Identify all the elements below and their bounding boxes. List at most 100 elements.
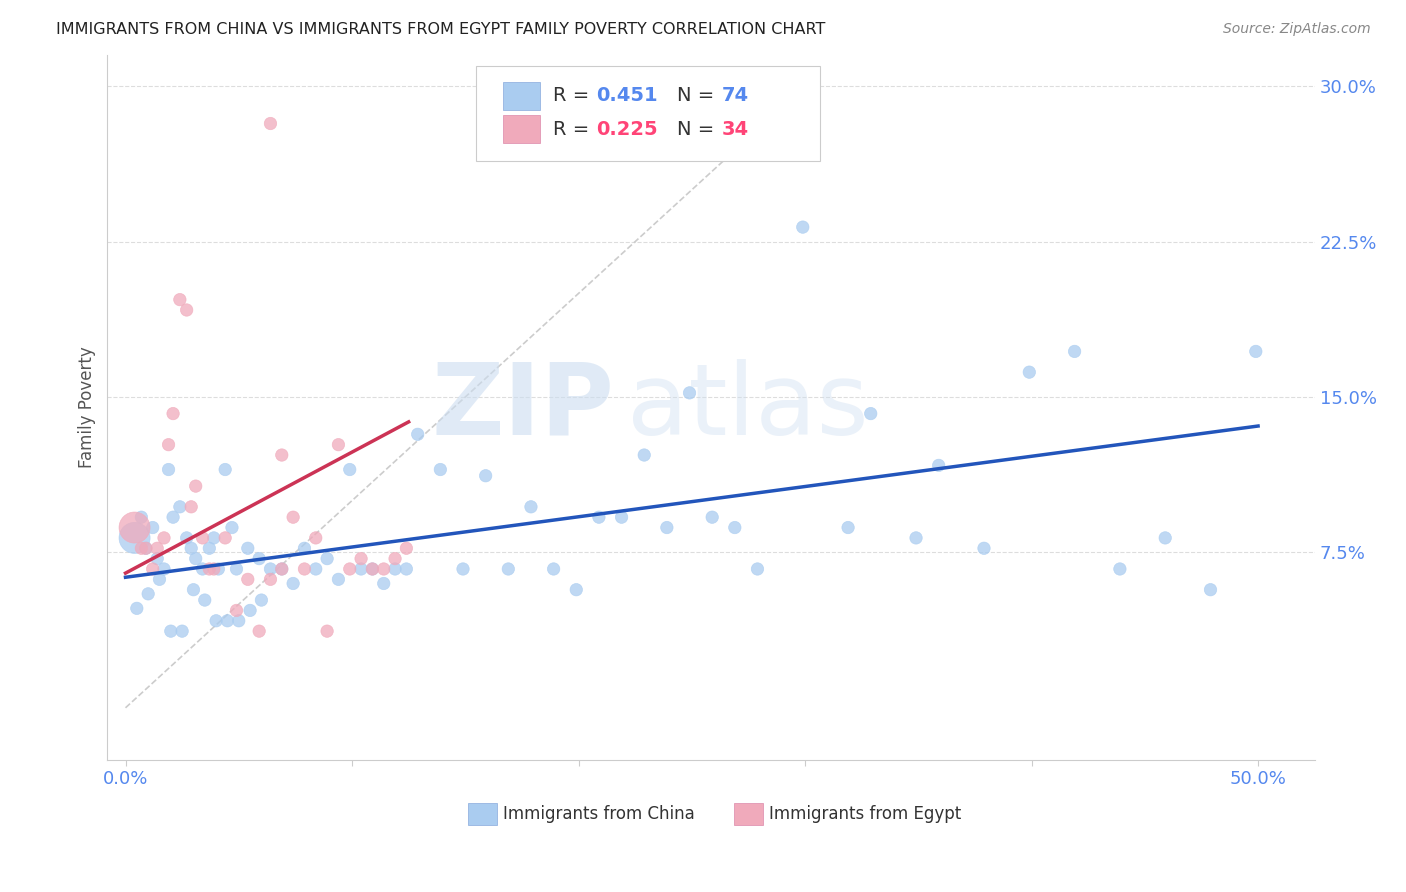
Point xyxy=(1244,344,1267,359)
Point xyxy=(395,562,418,576)
Point xyxy=(565,582,588,597)
Point xyxy=(905,531,928,545)
Point xyxy=(225,562,247,576)
Point xyxy=(214,531,236,545)
Point xyxy=(176,303,198,318)
Point xyxy=(217,614,239,628)
Point xyxy=(316,551,339,566)
Point xyxy=(124,531,146,545)
Point xyxy=(837,520,859,534)
Point xyxy=(373,562,395,576)
FancyBboxPatch shape xyxy=(734,803,763,825)
Point xyxy=(135,541,157,556)
Text: 34: 34 xyxy=(721,120,749,138)
Point xyxy=(180,541,202,556)
Point xyxy=(239,603,262,617)
Point xyxy=(339,462,361,476)
Point xyxy=(543,562,565,576)
Point xyxy=(928,458,950,473)
Point xyxy=(153,531,176,545)
Text: R =: R = xyxy=(553,87,595,105)
Point xyxy=(328,438,350,452)
Point xyxy=(172,624,194,639)
Point xyxy=(214,462,236,476)
Point xyxy=(678,385,700,400)
Point xyxy=(228,614,250,628)
Point xyxy=(474,468,496,483)
Point xyxy=(250,593,273,607)
Point xyxy=(202,562,225,576)
Point xyxy=(162,510,184,524)
Point xyxy=(157,462,180,476)
Point xyxy=(350,551,373,566)
Point xyxy=(136,587,159,601)
Point xyxy=(281,576,304,591)
Point xyxy=(135,541,157,556)
Text: 0.451: 0.451 xyxy=(596,87,658,105)
Point xyxy=(146,541,169,556)
Point xyxy=(183,582,205,597)
Point xyxy=(588,510,610,524)
FancyBboxPatch shape xyxy=(475,66,820,161)
Point xyxy=(747,562,769,576)
Point xyxy=(633,448,655,462)
Point xyxy=(198,562,221,576)
Text: 74: 74 xyxy=(721,87,749,105)
Point xyxy=(142,562,165,576)
Point xyxy=(169,500,191,514)
Point xyxy=(361,562,384,576)
Point xyxy=(124,520,146,534)
Point xyxy=(270,562,292,576)
Point xyxy=(259,562,281,576)
FancyBboxPatch shape xyxy=(503,115,540,144)
Point xyxy=(148,572,170,586)
Point xyxy=(191,562,214,576)
Point xyxy=(702,510,724,524)
Point xyxy=(451,562,474,576)
Point xyxy=(153,562,176,576)
Point xyxy=(339,562,361,576)
Point xyxy=(270,448,292,462)
Point xyxy=(498,562,520,576)
Point xyxy=(384,562,406,576)
Point xyxy=(429,462,451,476)
Point xyxy=(236,541,259,556)
Point xyxy=(1109,562,1132,576)
Text: Immigrants from China: Immigrants from China xyxy=(503,805,695,822)
Point xyxy=(316,624,339,639)
Point xyxy=(973,541,995,556)
Point xyxy=(131,541,153,556)
Point xyxy=(655,520,678,534)
Point xyxy=(305,562,328,576)
Point xyxy=(131,510,153,524)
Point xyxy=(184,479,207,493)
Point xyxy=(395,541,418,556)
Text: atlas: atlas xyxy=(627,359,868,456)
Point xyxy=(384,551,406,566)
Point xyxy=(270,562,292,576)
Point xyxy=(281,510,304,524)
Point xyxy=(202,531,225,545)
Point xyxy=(247,624,270,639)
Point xyxy=(146,551,169,566)
Point xyxy=(259,116,281,130)
Point xyxy=(1154,531,1177,545)
Point xyxy=(328,572,350,586)
Point xyxy=(350,562,373,576)
Point xyxy=(236,572,259,586)
Point xyxy=(159,624,181,639)
Point xyxy=(162,407,184,421)
Text: N =: N = xyxy=(678,120,721,138)
FancyBboxPatch shape xyxy=(503,82,540,110)
Point xyxy=(142,520,165,534)
Text: IMMIGRANTS FROM CHINA VS IMMIGRANTS FROM EGYPT FAMILY POVERTY CORRELATION CHART: IMMIGRANTS FROM CHINA VS IMMIGRANTS FROM… xyxy=(56,22,825,37)
Point xyxy=(198,541,221,556)
Text: ZIP: ZIP xyxy=(432,359,614,456)
Point xyxy=(610,510,633,524)
Point xyxy=(225,603,247,617)
Point xyxy=(361,562,384,576)
Point xyxy=(176,531,198,545)
Point xyxy=(125,601,148,615)
Text: R =: R = xyxy=(553,120,595,138)
Point xyxy=(259,572,281,586)
